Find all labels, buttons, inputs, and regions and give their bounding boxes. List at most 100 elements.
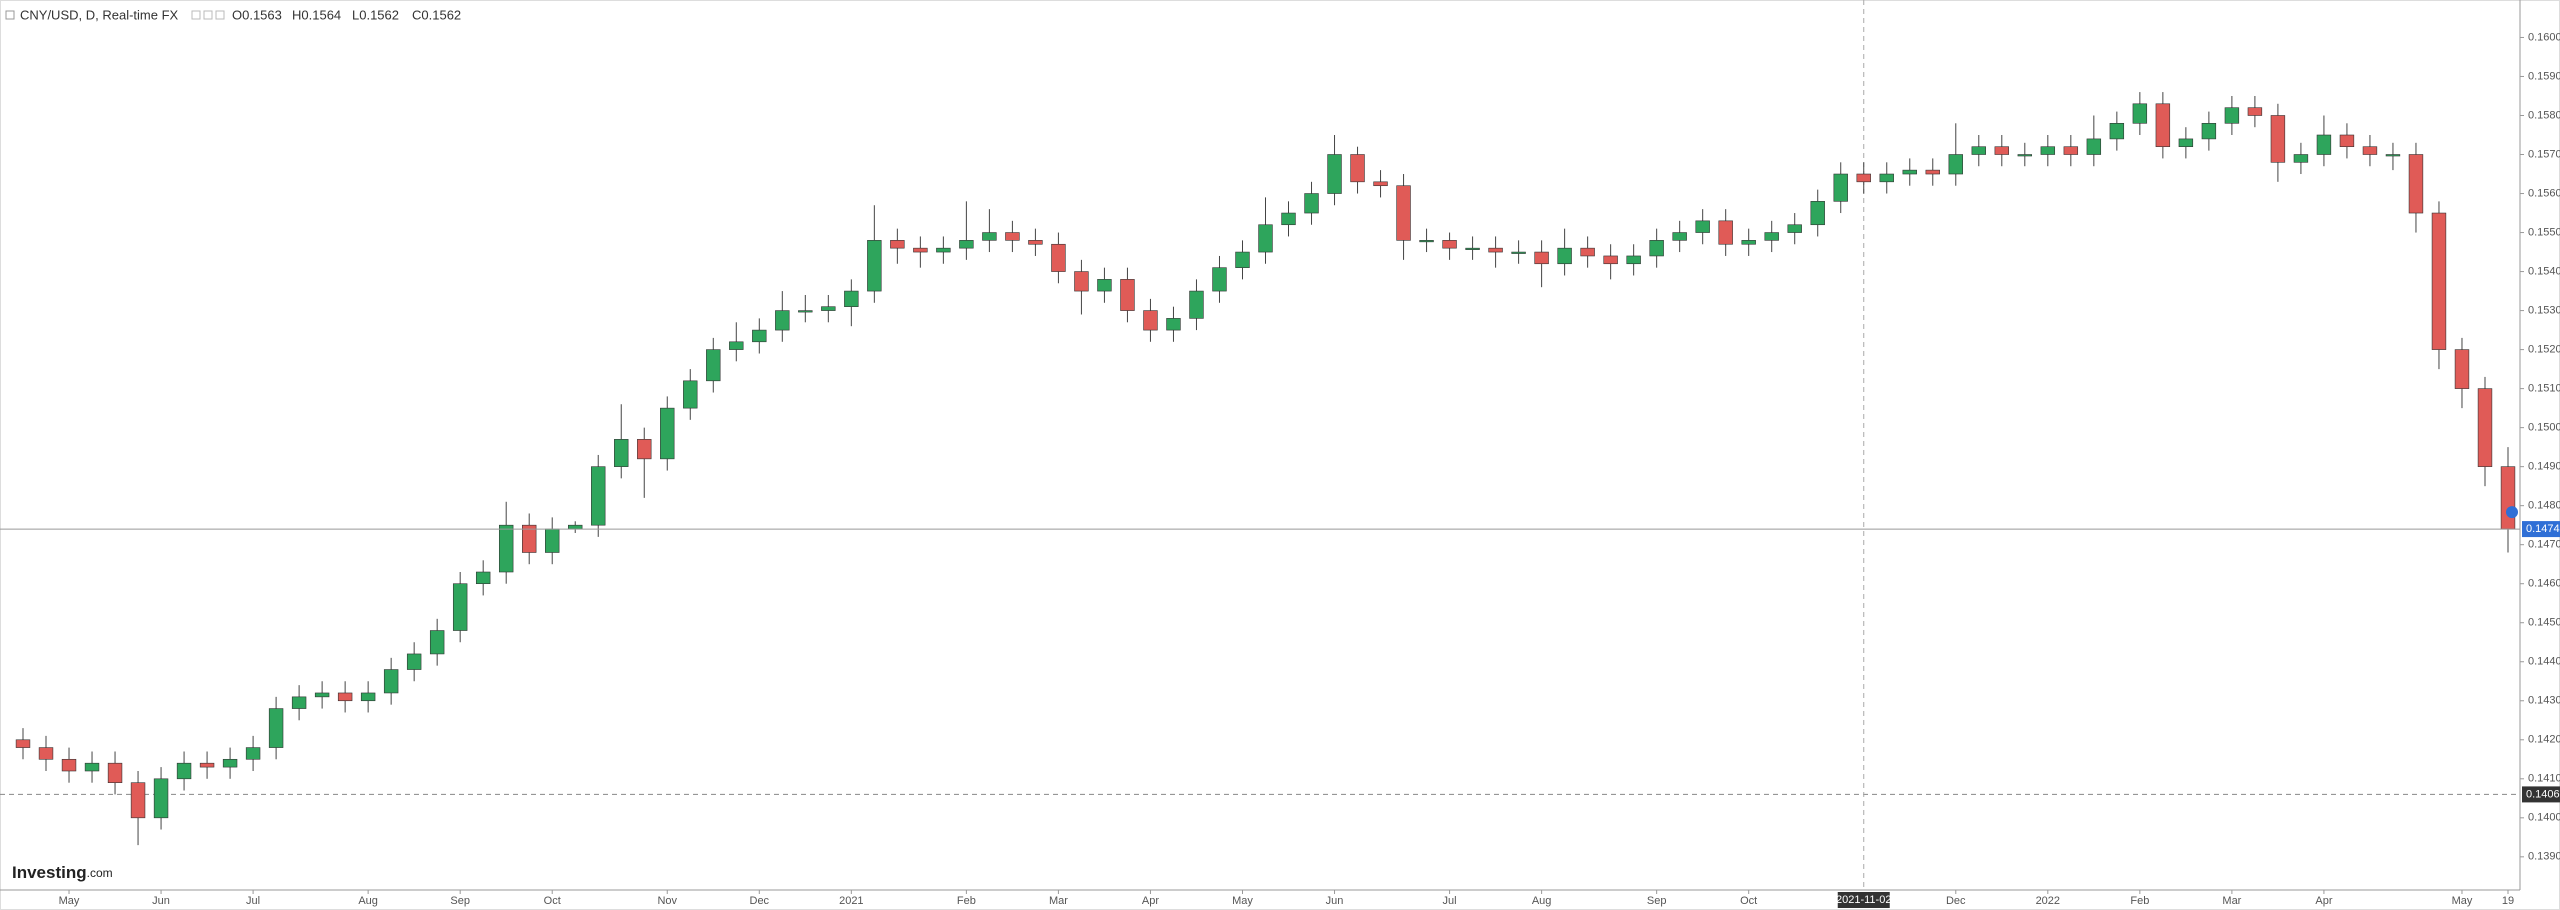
x-tick-label: Jul — [246, 895, 260, 907]
candle-body — [1327, 154, 1342, 194]
candle-body — [406, 653, 422, 670]
icon[interactable] — [191, 10, 201, 20]
candle-body — [268, 708, 284, 748]
icon[interactable] — [215, 10, 225, 20]
collapse-icon[interactable] — [5, 10, 15, 20]
y-tick-label: 0.1540 — [2528, 265, 2560, 277]
candle-body — [2201, 122, 2217, 140]
candle-body — [498, 524, 514, 573]
candle-body — [1304, 193, 1319, 214]
candle-body — [1695, 220, 1710, 233]
y-tick-label: 0.1490 — [2528, 461, 2560, 473]
brand: Investing.com — [12, 863, 113, 882]
x-tick-label: Dec — [1946, 895, 1966, 907]
candle-body — [2224, 107, 2240, 124]
candle-body — [936, 247, 951, 253]
candle-body — [1281, 212, 1296, 226]
candle-body — [522, 524, 537, 553]
symbol: CNY/USD, D, Real-time FX — [20, 7, 179, 22]
candle-body — [1856, 173, 1871, 183]
candle-body — [752, 329, 767, 343]
candle-body — [1350, 154, 1365, 183]
candle-body — [1511, 251, 1526, 254]
y-tick-label: 0.1550 — [2528, 226, 2560, 238]
y-tick-label: 0.1410 — [2528, 773, 2560, 785]
y-tick-label: 0.1400 — [2528, 812, 2560, 824]
candle-body — [2155, 103, 2171, 148]
candle-body — [1212, 267, 1227, 292]
ohlc-value: O0.1563 — [232, 7, 282, 22]
x-tick-label: Sep — [1647, 895, 1667, 907]
x-tick-label: Feb — [2130, 895, 2149, 907]
ohlc-value: H0.1564 — [292, 7, 341, 22]
candle-body — [1925, 169, 1940, 175]
ohlc-value: L0.1562 — [352, 7, 399, 22]
icon[interactable] — [203, 10, 213, 20]
x-tick-label: Mar — [2222, 895, 2241, 907]
candle-body — [867, 240, 882, 292]
candle-body — [153, 778, 169, 819]
x-tick-label: Nov — [657, 895, 677, 907]
candle-body — [821, 306, 836, 311]
candle-body — [844, 290, 859, 307]
x-tick-label: Aug — [1532, 895, 1552, 907]
crosshair-y-label: 0.1406 — [2526, 788, 2560, 800]
y-tick-label: 0.1460 — [2528, 578, 2560, 590]
candle-body — [1557, 247, 1572, 265]
candle-body — [1189, 290, 1204, 319]
candle-body — [1373, 181, 1388, 187]
y-tick-label: 0.1480 — [2528, 500, 2560, 512]
candle-body — [2500, 466, 2516, 530]
last-price-box — [2522, 521, 2560, 538]
candle-body — [1097, 279, 1112, 292]
alert-dot — [2506, 506, 2518, 519]
candle-body — [1971, 146, 1986, 155]
crosshair-x-label: 2021-11-02 — [1836, 894, 1891, 906]
candle-body — [2017, 154, 2033, 157]
candle-body — [199, 762, 215, 768]
y-tick-label: 0.1420 — [2528, 734, 2560, 746]
candle-body — [1810, 201, 1825, 226]
candle-body — [1741, 240, 1756, 245]
candle-body — [452, 583, 468, 631]
candle-body — [245, 747, 261, 760]
candle-body — [1787, 224, 1802, 233]
y-tick-label: 0.1530 — [2528, 304, 2560, 316]
candle-body — [614, 439, 629, 467]
candle-body — [1028, 240, 1043, 245]
candle-body — [2270, 115, 2286, 163]
candle-body — [1419, 240, 1434, 243]
candle-body — [1396, 185, 1411, 241]
candle-body — [568, 524, 583, 530]
candle-body — [15, 739, 31, 748]
x-tick-label: Apr — [2315, 895, 2332, 907]
y-tick-label: 0.1390 — [2528, 851, 2560, 863]
x-tick-label: Mar — [1049, 895, 1068, 907]
x-tick-label: Sep — [450, 895, 470, 907]
candle-body — [2132, 103, 2148, 124]
candle-body — [314, 692, 330, 698]
candle-body — [637, 439, 652, 460]
candle-body — [545, 528, 560, 553]
x-tick-label: Jun — [1326, 895, 1344, 907]
candle-body — [130, 782, 146, 819]
y-tick-label: 0.1470 — [2528, 539, 2560, 551]
y-tick-label: 0.1600 — [2528, 31, 2560, 43]
x-tick-label: Feb — [957, 895, 976, 907]
candle-body — [775, 310, 790, 331]
candle-body — [1166, 318, 1181, 331]
candle-body — [1074, 271, 1089, 292]
candle-body — [1258, 224, 1273, 253]
candle-body — [107, 762, 123, 784]
x-tick-label: Apr — [1142, 895, 1159, 907]
candle-body — [1051, 243, 1066, 272]
candle-body — [1626, 255, 1641, 265]
candle-body — [222, 758, 238, 768]
x-tick-label: May — [1232, 895, 1253, 907]
y-tick-label: 0.1520 — [2528, 344, 2560, 356]
candle-body — [475, 571, 491, 585]
candle-body — [1994, 146, 2009, 155]
candle-body — [2178, 138, 2194, 148]
